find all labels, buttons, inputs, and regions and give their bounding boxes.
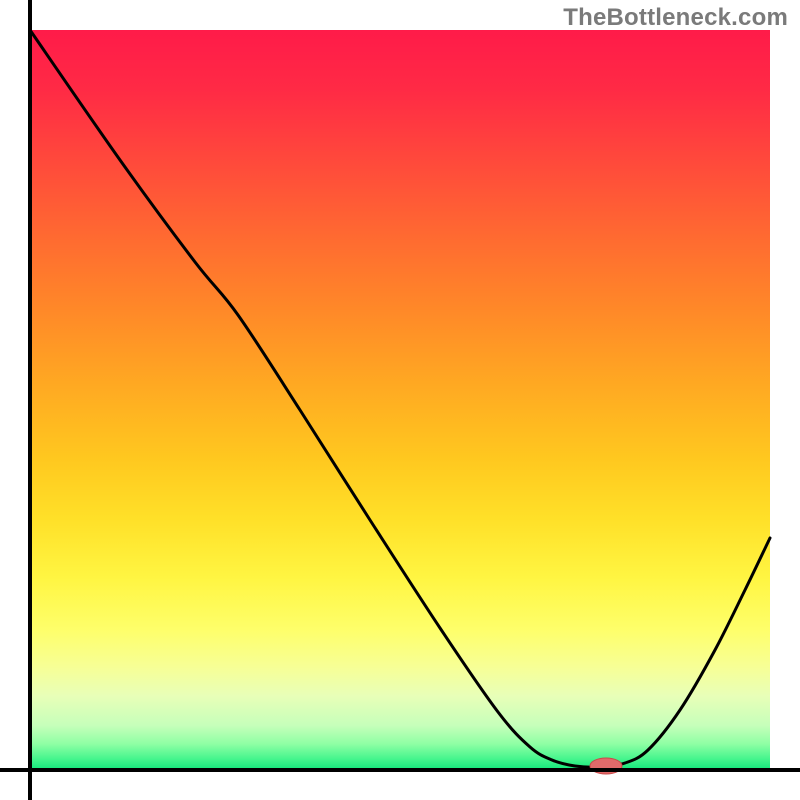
watermark-text: TheBottleneck.com (563, 4, 788, 32)
bottleneck-chart: TheBottleneck.com (0, 0, 800, 800)
chart-svg (0, 0, 800, 800)
chart-background (30, 30, 770, 770)
